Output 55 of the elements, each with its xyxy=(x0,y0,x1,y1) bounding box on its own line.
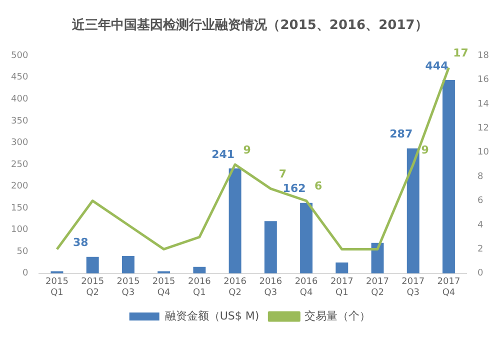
data-label: 162 xyxy=(282,182,306,196)
data-label: 6 xyxy=(314,180,322,193)
bar xyxy=(406,148,420,274)
y-tick-label: 150 xyxy=(10,203,28,214)
bar xyxy=(86,256,99,274)
y-tick-label: 100 xyxy=(10,225,28,236)
bar xyxy=(193,266,206,274)
data-label: 9 xyxy=(421,143,429,156)
y2-tick-label: 12 xyxy=(478,124,489,134)
x-tick-label: 2016 Q4 xyxy=(294,277,318,298)
bar xyxy=(264,221,277,274)
data-label: 444 xyxy=(425,59,449,72)
y2-tick-label: 2 xyxy=(478,244,484,255)
y-tick-label: 350 xyxy=(10,116,28,126)
y-tick-label: 300 xyxy=(10,138,28,148)
data-label: 287 xyxy=(390,128,413,141)
bar xyxy=(300,202,313,274)
y2-tick-label: 16 xyxy=(478,75,490,86)
bar xyxy=(122,256,134,274)
x-tick-label: 2015 Q4 xyxy=(152,277,176,298)
x-tick-label: 2017 Q2 xyxy=(366,277,389,298)
y2-tick-label: 8 xyxy=(478,172,484,182)
y-tick-label: 0 xyxy=(22,268,28,279)
y2-tick-label: 14 xyxy=(478,99,490,110)
data-label: 9 xyxy=(243,143,251,156)
y-tick-label: 250 xyxy=(10,160,28,170)
chart-title: 近三年中国基因检测行业融资情况（2015、2016、2017） xyxy=(71,17,428,34)
y-tick-label: 450 xyxy=(10,72,28,83)
y-tick-label: 50 xyxy=(16,246,28,257)
data-label: 38 xyxy=(72,236,88,250)
y-tick-label: 400 xyxy=(10,94,28,105)
data-label: 17 xyxy=(453,46,468,60)
y2-tick-label: 0 xyxy=(478,268,484,279)
x-tick-label: 2015 Q2 xyxy=(81,277,104,298)
bar xyxy=(336,262,348,274)
x-tick-label: 2016 Q3 xyxy=(259,277,282,298)
y-tick-label: 200 xyxy=(10,182,28,192)
y2-tick-label: 18 xyxy=(478,50,490,61)
y2-tick-label: 10 xyxy=(478,148,490,158)
legend-label: 融资金额（US$ M) xyxy=(164,309,260,322)
bar xyxy=(442,80,455,274)
y-tick-label: 500 xyxy=(10,50,28,61)
y2-tick-label: 4 xyxy=(478,220,484,230)
data-label: 241 xyxy=(212,148,235,161)
data-label: 7 xyxy=(278,168,286,181)
x-tick-label: 2017 Q4 xyxy=(437,277,460,298)
x-tick-label: 2015 Q1 xyxy=(46,277,68,298)
x-tick-label: 2016 Q1 xyxy=(188,277,212,298)
bar xyxy=(228,168,242,274)
x-tick-label: 2017 Q1 xyxy=(330,277,354,298)
y2-tick-label: 6 xyxy=(478,196,484,206)
legend-label: 交易量（个） xyxy=(304,309,371,322)
x-tick-label: 2016 Q2 xyxy=(224,277,247,298)
x-tick-label: 2017 Q3 xyxy=(402,277,425,298)
x-tick-label: 2015 Q3 xyxy=(116,277,140,298)
